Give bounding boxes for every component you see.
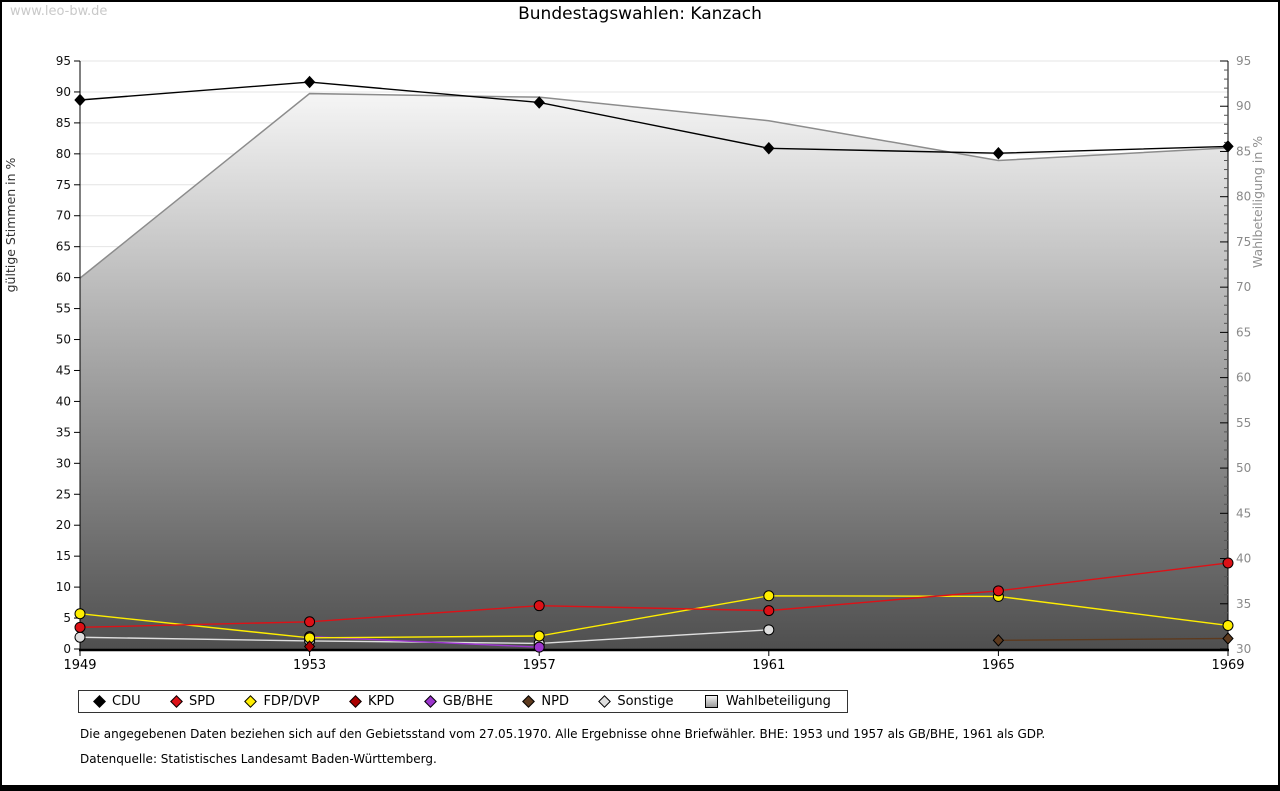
legend-marker-wahlbeteiligung-icon (704, 695, 718, 708)
legend-item-spd: SPD (170, 694, 216, 709)
series-markers-npd (992, 632, 1234, 647)
legend-marker-sonstige-icon (598, 695, 612, 708)
legend-item-sonstige: Sonstige (598, 694, 674, 709)
legend-label-gb-bhe: GB/BHE (442, 694, 494, 709)
footnote-gebietsstand: Die angegebenen Daten beziehen sich auf … (80, 727, 1046, 741)
svg-text:1961: 1961 (752, 658, 785, 673)
legend-item-kpd: KPD (349, 694, 395, 709)
svg-text:45: 45 (56, 363, 71, 377)
legend-marker-cdu-icon (93, 695, 106, 708)
series-markers-cdu (74, 75, 1234, 160)
svg-text:45: 45 (1236, 506, 1251, 520)
svg-text:85: 85 (56, 116, 71, 130)
svg-text:55: 55 (56, 302, 71, 316)
svg-text:1953: 1953 (293, 658, 326, 673)
svg-text:40: 40 (56, 394, 71, 408)
series-line-fdp-dvp (79, 595, 1229, 639)
svg-text:1965: 1965 (982, 658, 1015, 673)
series-area-wahlbeteiligung (79, 92, 1229, 649)
axes: 0 5 10 15 20 25 30 35 40 45 50 55 60 65 70 75 80 85 90 95 30… (56, 54, 1252, 673)
svg-text:80: 80 (56, 147, 71, 161)
legend-item-wahlbeteiligung: Wahlbeteiligung (704, 694, 831, 709)
svg-text:30: 30 (56, 456, 71, 470)
svg-text:60: 60 (56, 271, 71, 285)
svg-text:85: 85 (1236, 144, 1251, 158)
svg-text:1957: 1957 (523, 658, 556, 673)
svg-text:1969: 1969 (1211, 658, 1244, 673)
svg-text:15: 15 (56, 549, 71, 563)
svg-text:80: 80 (1236, 190, 1251, 204)
svg-text:30: 30 (1236, 642, 1251, 656)
legend-marker-gb-bhe-icon (423, 695, 437, 708)
svg-text:95: 95 (1236, 54, 1251, 68)
legend-label-sonstige: Sonstige (617, 694, 674, 709)
legend-label-wahlbeteiligung: Wahlbeteiligung (725, 694, 831, 709)
legend-item-npd: NPD (522, 694, 569, 709)
legend-label-kpd: KPD (368, 694, 395, 709)
series-line-npd (998, 637, 1229, 642)
svg-text:60: 60 (1236, 371, 1251, 385)
svg-text:5: 5 (63, 611, 71, 625)
legend-item-gb-bhe: GB/BHE (423, 694, 494, 709)
svg-text:90: 90 (1236, 99, 1251, 113)
chart-legend: CDU SPD FDP/DVP KPD GB/BHE NPD Sonstige Wahlbet… (78, 690, 848, 713)
svg-text:20: 20 (56, 518, 71, 532)
svg-text:10: 10 (56, 580, 71, 594)
svg-text:1949: 1949 (63, 658, 96, 673)
svg-text:75: 75 (56, 178, 71, 192)
svg-text:0: 0 (63, 642, 71, 656)
series-markers-spd (74, 557, 1234, 633)
svg-text:65: 65 (56, 240, 71, 254)
svg-text:50: 50 (1236, 461, 1251, 475)
legend-marker-npd-icon (522, 695, 536, 708)
series-line-gb-bhe (309, 635, 540, 648)
svg-text:95: 95 (56, 54, 71, 68)
svg-text:70: 70 (56, 209, 71, 223)
legend-marker-fdp-dvp-icon (244, 695, 258, 708)
page-title: Bundestagswahlen: Kanzach (518, 4, 762, 24)
legend-label-npd: NPD (541, 694, 569, 709)
svg-text:50: 50 (56, 333, 71, 347)
series-line-spd (79, 562, 1229, 629)
watermark: www.leo-bw.de (10, 4, 108, 19)
svg-text:40: 40 (1236, 552, 1251, 566)
svg-text:25: 25 (56, 487, 71, 501)
svg-text:70: 70 (1236, 280, 1251, 294)
legend-marker-spd-icon (170, 695, 183, 708)
svg-text:75: 75 (1236, 235, 1251, 249)
svg-text:90: 90 (56, 85, 71, 99)
series-markers-kpd (303, 640, 316, 653)
svg-text:55: 55 (1236, 416, 1251, 430)
legend-item-cdu: CDU (93, 694, 141, 709)
right-axis-title: Wahlbeteiligung in % (1250, 136, 1265, 268)
legend-item-fdp-dvp: FDP/DVP (244, 694, 320, 709)
footnote-datenquelle: Datenquelle: Statistisches Landesamt Bad… (80, 752, 437, 766)
svg-text:65: 65 (1236, 325, 1251, 339)
left-axis-title: gültige Stimmen in % (3, 157, 18, 292)
legend-marker-kpd-icon (349, 695, 362, 708)
svg-text:35: 35 (1236, 597, 1251, 611)
series-line-cdu (79, 81, 1229, 154)
svg-text:35: 35 (56, 425, 71, 439)
legend-label-spd: SPD (188, 694, 216, 709)
legend-label-fdp-dvp: FDP/DVP (263, 694, 320, 709)
legend-label-cdu: CDU (112, 694, 141, 709)
